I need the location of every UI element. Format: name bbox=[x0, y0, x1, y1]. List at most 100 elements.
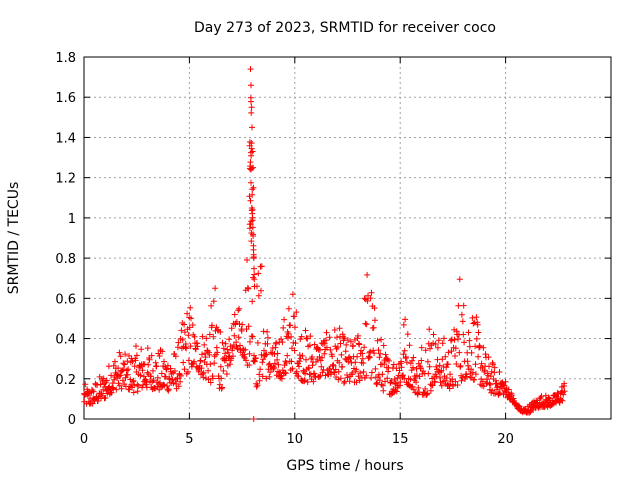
data-point bbox=[343, 341, 350, 348]
data-point bbox=[249, 333, 256, 340]
data-point bbox=[260, 356, 267, 363]
x-tick-label: 0 bbox=[80, 432, 88, 447]
data-point bbox=[426, 326, 433, 333]
data-point bbox=[181, 329, 188, 336]
data-point bbox=[295, 373, 302, 380]
data-point bbox=[433, 373, 440, 380]
data-point bbox=[538, 393, 545, 400]
y-tick-label: 1 bbox=[68, 212, 76, 227]
data-point bbox=[171, 368, 178, 374]
data-point bbox=[426, 363, 433, 370]
data-point bbox=[135, 383, 142, 389]
data-point bbox=[439, 340, 446, 347]
data-point bbox=[361, 295, 368, 302]
data-point bbox=[124, 371, 131, 378]
data-point bbox=[248, 238, 255, 245]
data-point bbox=[266, 373, 273, 380]
data-point bbox=[382, 351, 389, 358]
data-point bbox=[275, 361, 282, 368]
data-point bbox=[465, 362, 472, 369]
data-point bbox=[409, 383, 416, 390]
data-point bbox=[427, 345, 433, 352]
data-point bbox=[486, 380, 493, 387]
data-point bbox=[164, 362, 171, 369]
x-tick-label: 10 bbox=[287, 432, 304, 447]
data-point bbox=[278, 336, 285, 343]
data-point bbox=[264, 334, 271, 341]
data-point bbox=[143, 378, 150, 385]
data-point bbox=[359, 350, 366, 357]
data-point bbox=[280, 324, 287, 331]
data-point bbox=[132, 357, 139, 364]
data-point bbox=[122, 351, 129, 358]
data-point bbox=[138, 346, 145, 353]
data-point bbox=[403, 354, 409, 360]
data-point bbox=[296, 363, 302, 370]
data-point bbox=[353, 379, 360, 386]
y-tick-label: 0 bbox=[68, 413, 76, 428]
data-point bbox=[367, 348, 374, 355]
data-point bbox=[491, 364, 498, 371]
data-point bbox=[160, 381, 167, 388]
data-point bbox=[209, 375, 216, 382]
data-point bbox=[452, 345, 459, 352]
data-point bbox=[336, 325, 343, 332]
x-axis-label: GPS time / hours bbox=[286, 458, 403, 474]
y-tick-label: 0.2 bbox=[55, 373, 76, 388]
data-point bbox=[329, 353, 336, 360]
y-tick-label: 1.4 bbox=[55, 131, 76, 146]
data-point bbox=[189, 322, 196, 328]
data-point bbox=[368, 374, 375, 381]
data-point bbox=[205, 367, 212, 374]
data-point bbox=[284, 352, 291, 359]
data-point bbox=[250, 416, 257, 422]
data-point bbox=[256, 371, 263, 378]
data-point bbox=[376, 377, 383, 384]
data-point bbox=[139, 367, 146, 374]
data-point bbox=[303, 335, 310, 342]
data-point bbox=[361, 344, 368, 351]
data-point bbox=[409, 357, 416, 364]
data-point bbox=[302, 327, 309, 334]
data-point bbox=[243, 357, 250, 364]
data-point bbox=[335, 368, 342, 375]
data-point bbox=[455, 336, 461, 343]
data-point bbox=[292, 324, 298, 331]
data-point bbox=[413, 372, 420, 379]
data-point bbox=[147, 373, 154, 380]
data-point bbox=[370, 324, 377, 331]
data-point bbox=[157, 379, 163, 386]
data-point bbox=[354, 353, 361, 360]
data-point bbox=[261, 347, 267, 354]
data-point bbox=[251, 283, 258, 290]
data-point bbox=[398, 358, 405, 365]
data-point bbox=[258, 287, 264, 294]
data-point bbox=[352, 359, 359, 366]
data-point bbox=[403, 359, 410, 366]
data-point bbox=[148, 352, 155, 359]
data-point bbox=[163, 366, 170, 373]
data-point bbox=[331, 327, 338, 333]
data-point bbox=[397, 379, 404, 385]
data-point bbox=[480, 344, 487, 351]
data-point bbox=[304, 379, 311, 385]
data-point bbox=[380, 342, 387, 349]
data-point bbox=[125, 366, 132, 373]
data-point bbox=[140, 382, 146, 388]
data-point bbox=[318, 363, 325, 370]
data-point bbox=[199, 351, 205, 358]
data-point bbox=[460, 331, 467, 338]
data-point bbox=[445, 361, 451, 368]
data-point bbox=[358, 347, 364, 354]
data-point bbox=[174, 375, 181, 382]
data-point bbox=[388, 378, 395, 384]
data-point bbox=[131, 363, 138, 370]
data-point bbox=[450, 383, 457, 389]
data-point bbox=[131, 382, 138, 389]
data-point bbox=[342, 348, 349, 355]
data-point bbox=[341, 380, 347, 386]
data-point bbox=[263, 351, 270, 358]
data-point bbox=[485, 354, 492, 361]
data-point bbox=[248, 82, 254, 89]
